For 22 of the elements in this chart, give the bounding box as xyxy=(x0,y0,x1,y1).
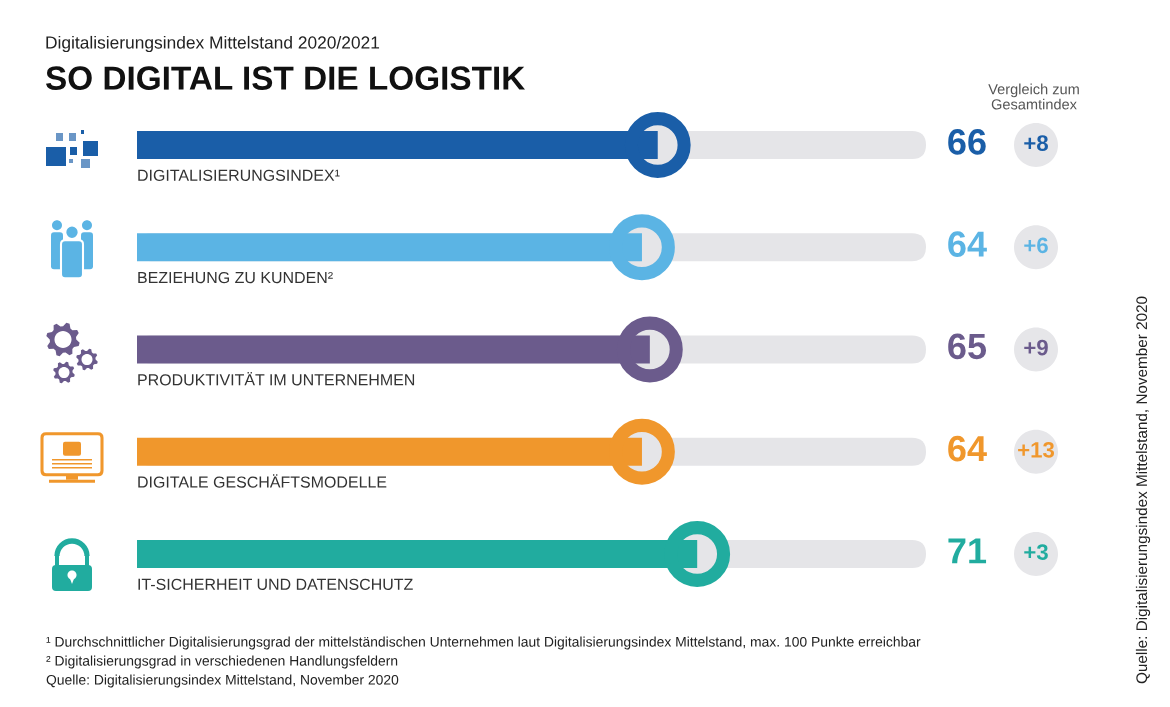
text: +9 xyxy=(1024,339,1048,356)
y-tick-label: PRODUKTIVITÄT IM UNTERNEHMEN xyxy=(138,371,415,386)
chart-subtitle: Digitalisierungsindex Mittelstand 2020/2021 xyxy=(46,35,380,53)
source-note: Quelle: Digitalisierungsindex Mittelstand, November 2020 xyxy=(1135,296,1151,684)
text: Vergleich zum Gesamtindex xyxy=(988,83,1079,110)
data-label: 71 xyxy=(948,538,987,564)
text: +6 xyxy=(1024,237,1048,254)
data-label: 66 xyxy=(948,129,986,155)
text: +8 xyxy=(1024,135,1048,151)
data-label: 65 xyxy=(948,333,987,360)
text: +3 xyxy=(1024,544,1048,560)
y-tick-label: BEZIEHUNG ZU KUNDEN² xyxy=(138,271,333,284)
data-label: 64 xyxy=(948,435,987,462)
y-tick-label: DIGITALE GESCHÄFTSMODELLE xyxy=(138,474,387,488)
text: ² Digitalisierungsgrad in verschiedenen Handlungsfeldern xyxy=(46,655,398,669)
text: ¹ Durchschnittlicher Digitalisierungsgrad der mittelständischen Unternehmen laut Digitalisierungsindex Mittelstand, max. 100 Punkte erreichbar xyxy=(46,636,921,650)
source-note: Quelle: Digitalisierungsindex Mittelstand, November 2020 xyxy=(46,674,399,688)
text: +13 xyxy=(1018,441,1055,458)
y-tick-label: IT-SICHERHEIT UND DATENSCHUTZ xyxy=(138,578,413,590)
y-tick-label: DIGITALISIERUNGSINDEX¹ xyxy=(138,169,340,181)
data-label: 64 xyxy=(948,231,987,257)
chart-title: SO DIGITAL IST DIE LOGISTIK xyxy=(45,66,525,90)
